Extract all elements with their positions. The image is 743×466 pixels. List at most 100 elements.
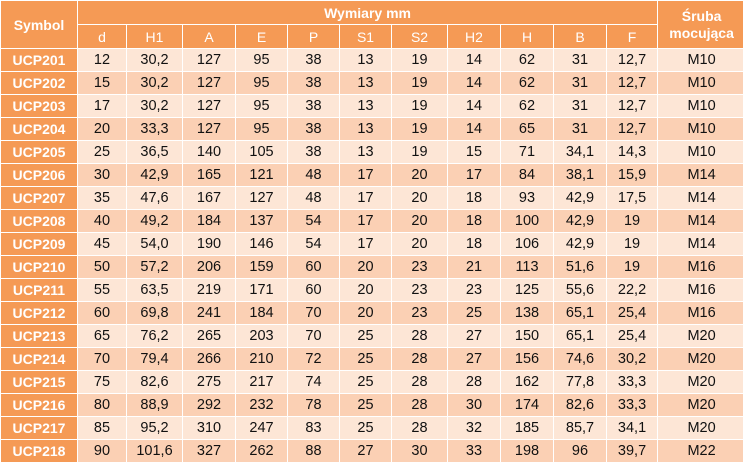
column-header: P [288,25,339,48]
dimension-cell: 13 [340,141,391,163]
dimension-cell: 12 [78,49,126,71]
row-symbol: UCP211 [1,279,77,301]
dimension-cell: 17 [448,164,500,186]
dimension-cell: 65 [78,325,126,347]
row-symbol: UCP213 [1,325,77,347]
dimension-cell: 17 [340,164,391,186]
dimension-cell: 62 [501,49,553,71]
bolt-cell: M16 [658,302,743,324]
dimension-cell: 13 [340,118,391,140]
bolt-cell: M20 [658,325,743,347]
dimension-cell: 127 [236,187,287,209]
dimension-cell: 25 [78,141,126,163]
header-row-top: Symbol Wymiary mm Śruba mocująca [1,1,743,48]
dimension-cell: 88,9 [127,394,182,416]
row-symbol: UCP208 [1,210,77,232]
dimension-cell: 30 [448,394,500,416]
dimension-cell: 121 [236,164,287,186]
dimension-cell: 96 [554,440,606,462]
dimension-cell: 33,3 [607,394,658,416]
dimension-cell: 262 [236,440,287,462]
dimension-cell: 65,1 [554,325,606,347]
dimension-cell: 127 [183,118,235,140]
dimension-cell: 19 [392,118,447,140]
dimension-cell: 76,2 [127,325,182,347]
dimension-cell: 72 [288,348,339,370]
dimension-cell: 162 [501,371,553,393]
dimension-cell: 310 [183,417,235,439]
dimension-cell: 25 [340,417,391,439]
dimension-cell: 38 [288,72,339,94]
dimension-cell: 30 [78,164,126,186]
dimension-cell: 60 [78,302,126,324]
bolt-cell: M22 [658,440,743,462]
table-row: UCP217 85 95,2 310 247 83 25 28 32 185 85,7 34,1 M20 [1,417,743,439]
dimension-cell: 38 [288,49,339,71]
bolt-cell: M10 [658,49,743,71]
dimension-cell: 14,3 [607,141,658,163]
dimension-cell: 165 [183,164,235,186]
bolt-cell: M10 [658,118,743,140]
dimension-cell: 27 [340,440,391,462]
dimension-cell: 70 [288,325,339,347]
dimension-cell: 23 [392,302,447,324]
row-symbol: UCP207 [1,187,77,209]
dimension-cell: 28 [392,325,447,347]
dimension-cell: 85 [78,417,126,439]
dimension-cell: 15 [78,72,126,94]
table-row: UCP213 65 76,2 265 203 70 25 28 27 150 65,1 25,4 M20 [1,325,743,347]
dimension-cell: 19 [607,256,658,278]
column-header: H2 [448,25,500,48]
dimension-cell: 25 [340,325,391,347]
dimension-cell: 30,2 [127,49,182,71]
bolt-cell: M14 [658,210,743,232]
dimension-cell: 48 [288,187,339,209]
dimension-cell: 198 [501,440,553,462]
dimension-cell: 17 [340,233,391,255]
dimension-cell: 113 [501,256,553,278]
dimension-cell: 95 [236,72,287,94]
dimension-cell: 19 [607,233,658,255]
dimension-cell: 60 [288,256,339,278]
dimension-cell: 140 [183,141,235,163]
dimension-cell: 19 [392,141,447,163]
dimension-cell: 80 [78,394,126,416]
dimension-cell: 247 [236,417,287,439]
dimension-cell: 20 [78,118,126,140]
dimension-cell: 17 [78,95,126,117]
dimension-cell: 17 [340,187,391,209]
dimension-cell: 74,6 [554,348,606,370]
column-header: E [236,25,287,48]
table-row: UCP211 55 63,5 219 171 60 20 23 23 125 55,6 22,2 M16 [1,279,743,301]
dimension-cell: 266 [183,348,235,370]
dimension-cell: 13 [340,95,391,117]
dimension-cell: 40 [78,210,126,232]
dimension-cell: 20 [340,256,391,278]
dimension-cell: 17,5 [607,187,658,209]
dimension-cell: 30,2 [607,348,658,370]
dimension-cell: 27 [448,325,500,347]
dimension-cell: 55 [78,279,126,301]
dimension-cell: 127 [183,95,235,117]
column-header: S2 [392,25,447,48]
dimension-cell: 138 [501,302,553,324]
dimension-cell: 12,7 [607,72,658,94]
dimension-cell: 20 [392,233,447,255]
table-row: UCP206 30 42,9 165 121 48 17 20 17 84 38,1 15,9 M14 [1,164,743,186]
bolt-cell: M20 [658,417,743,439]
dimension-cell: 38 [288,118,339,140]
dimension-cell: 25 [340,394,391,416]
dimension-cell: 232 [236,394,287,416]
dimension-cell: 30,2 [127,72,182,94]
dimension-cell: 85,7 [554,417,606,439]
dimension-cell: 184 [183,210,235,232]
table-row: UCP210 50 57,2 206 159 60 20 23 21 113 51,6 19 M16 [1,256,743,278]
dimension-cell: 14 [448,72,500,94]
dimension-cell: 22,2 [607,279,658,301]
dimension-cell: 171 [236,279,287,301]
dimension-cell: 38 [288,141,339,163]
bolt-cell: M10 [658,95,743,117]
row-symbol: UCP216 [1,394,77,416]
dimension-cell: 15,9 [607,164,658,186]
